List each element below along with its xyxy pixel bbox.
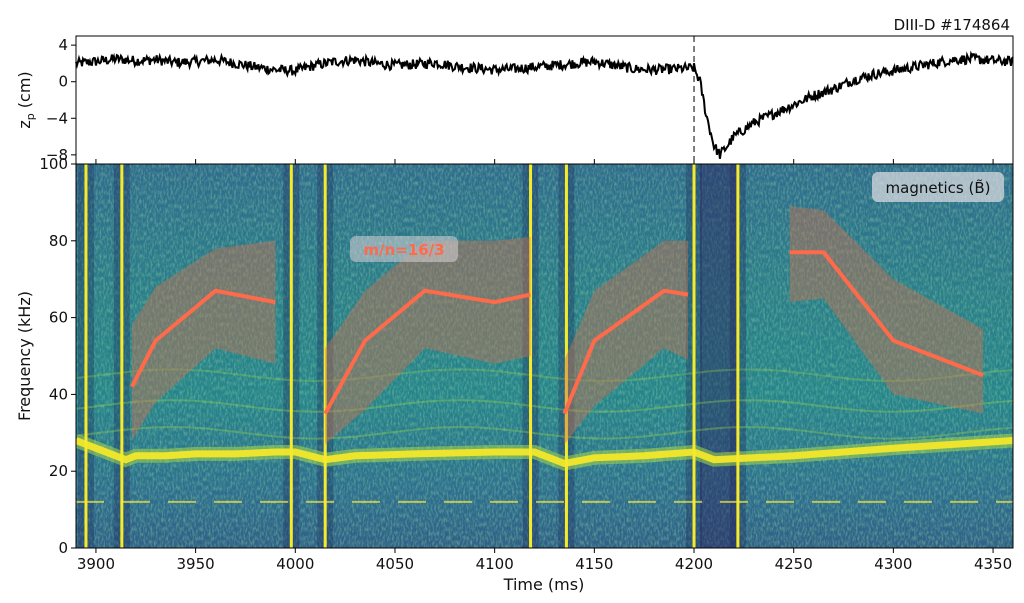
spec-xtick-label: 3900 <box>77 555 115 573</box>
legend-label: magnetics (B̃) <box>886 178 991 197</box>
zp-ytick-label: −8 <box>46 146 68 164</box>
spec-xtick-label: 3950 <box>177 555 215 573</box>
spectrogram-panel: 0 20 40 60 80 100 3900 3950 4000 4050 4100 4150 420… <box>15 155 1014 594</box>
zp-trace-line <box>75 50 1014 159</box>
spec-ytick-label: 40 <box>49 385 68 403</box>
mode-frequency-line <box>130 288 276 388</box>
spec-xtick-label: 4250 <box>775 555 813 573</box>
zp-ytick-label: 0 <box>58 73 68 91</box>
zp-ytick-label: −4 <box>46 109 68 127</box>
spec-xtick-label: 4200 <box>675 555 713 573</box>
harmonic-line <box>76 426 1013 440</box>
mode-uncertainty-band <box>325 237 531 445</box>
spec-xtick-label: 4100 <box>476 555 514 573</box>
mode-frequency-line <box>789 250 984 378</box>
x-axis-label: Time (ms) <box>503 575 585 594</box>
spec-xtick-label: 4350 <box>974 555 1012 573</box>
spec-xtick-label: 4050 <box>376 555 414 573</box>
mode-frequency-line <box>323 288 531 415</box>
mode-annotation-box <box>350 236 458 262</box>
spectrogram-texture <box>76 164 1013 548</box>
zp-ytick-label: 4 <box>58 36 68 54</box>
mode-annotation: m/n=16/3 <box>363 241 444 259</box>
harmonic-line <box>76 368 1013 383</box>
mode-uncertainty-band <box>789 206 984 414</box>
spectrogram-frame <box>75 163 1014 549</box>
zp-y-axis-label: zp (cm) <box>15 71 37 128</box>
mode-overlay <box>130 206 984 445</box>
mode-uncertainty-band <box>564 240 688 445</box>
spec-ytick-label: 80 <box>49 232 68 250</box>
spec-xtick-label: 4150 <box>575 555 613 573</box>
spec-ytick-label: 0 <box>58 539 68 557</box>
zp-yticks: 4 0 −4 −8 <box>46 36 76 164</box>
post-event-band <box>700 164 738 548</box>
spec-xtick-label: 4000 <box>276 555 314 573</box>
spec-ytick-label: 60 <box>49 309 68 327</box>
spec-ytick-label: 20 <box>49 462 68 480</box>
legend-box <box>872 172 1004 202</box>
spectrogram-features <box>76 164 1013 548</box>
spec-xtick-label: 4300 <box>874 555 912 573</box>
spectrogram-yticks: 0 20 40 60 80 100 <box>39 155 76 557</box>
mode-uncertainty-band <box>131 240 276 441</box>
dominant-mode-band <box>76 437 1013 468</box>
zp-panel: 4 0 −4 −8 zp (cm) <box>15 35 1014 165</box>
zp-x-tick-marks <box>95 159 994 164</box>
spec-ytick-label: 100 <box>39 155 68 173</box>
spectrogram-y-axis-label: Frequency (kHz) <box>15 291 34 421</box>
shot-label: DIII-D #174864 <box>894 16 1010 34</box>
spectrogram-xticks: 3900 3950 4000 4050 4100 4150 4200 4250 4300 4350 <box>77 548 1012 573</box>
harmonic-line <box>76 399 1013 413</box>
zp-panel-frame <box>75 35 1014 165</box>
mode-frequency-line <box>562 288 689 415</box>
